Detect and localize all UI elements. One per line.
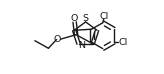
Text: N: N — [78, 41, 85, 50]
Text: Cl: Cl — [118, 38, 128, 47]
Text: O: O — [53, 35, 61, 44]
Text: O: O — [71, 14, 78, 23]
Text: Cl: Cl — [100, 12, 109, 21]
Text: S: S — [83, 14, 89, 23]
